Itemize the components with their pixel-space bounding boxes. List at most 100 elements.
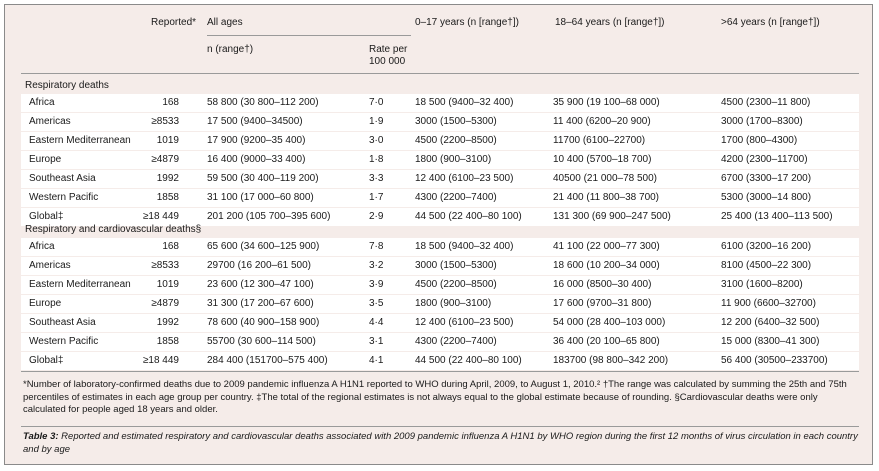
header-n-range: n (range†) <box>207 44 254 55</box>
region-name: Eastern Mediterranean <box>29 135 131 146</box>
caption-text: Reported and estimated respiratory and c… <box>23 431 858 455</box>
rate-value: 2·9 <box>369 211 384 222</box>
age-0-17-value: 4300 (2200–7400) <box>415 336 497 347</box>
table-row: Americas ≥8533 17 500 (9400–34500) 1·9 3… <box>21 113 859 132</box>
table-row: Americas ≥8533 29700 (16 200–61 500) 3·2… <box>21 257 859 276</box>
age-0-17-value: 18 500 (9400–32 400) <box>415 241 514 252</box>
age-0-17-value: 18 500 (9400–32 400) <box>415 97 514 108</box>
rate-value: 3·3 <box>369 173 384 184</box>
all-ages-value: 31 100 (17 000–60 800) <box>207 192 314 203</box>
rate-value: 3·2 <box>369 260 384 271</box>
header-age-over-64: >64 years (n [range†]) <box>721 17 820 28</box>
rate-value: 7·0 <box>369 97 384 108</box>
age-18-64-value: 21 400 (11 800–38 700) <box>553 192 660 203</box>
age-18-64-value: 17 600 (9700–31 800) <box>553 298 652 309</box>
all-ages-value: 55700 (30 600–114 500) <box>207 336 316 347</box>
age-18-64-value: 41 100 (22 000–77 300) <box>553 241 660 252</box>
all-ages-value: 78 600 (40 900–158 900) <box>207 317 320 328</box>
header-age-18-64: 18–64 years (n [range†]) <box>555 17 665 28</box>
rate-value: 4·4 <box>369 317 384 328</box>
age-0-17-value: 12 400 (6100–23 500) <box>415 317 514 328</box>
table-row: Global‡ ≥18 449 201 200 (105 700–395 600… <box>21 208 859 227</box>
age-over-64-value: 8100 (4500–22 300) <box>721 260 812 271</box>
age-over-64-value: 3000 (1700–8300) <box>721 116 803 127</box>
age-over-64-value: 6700 (3300–17 200) <box>721 173 812 184</box>
table-row: Europe ≥4879 16 400 (9000–33 400) 1·8 18… <box>21 151 859 170</box>
all-ages-value: 31 300 (17 200–67 600) <box>207 298 314 309</box>
age-18-64-value: 36 400 (20 100–65 800) <box>553 336 660 347</box>
header-all-ages: All ages <box>207 17 243 28</box>
age-0-17-value: 3000 (1500–5300) <box>415 260 497 271</box>
all-ages-value: 58 800 (30 800–112 200) <box>207 97 319 108</box>
table-frame: Reported* All ages n (range†) Rate per 1… <box>4 4 873 465</box>
reported-value: 1019 <box>156 279 179 290</box>
age-0-17-value: 1800 (900–3100) <box>415 154 492 165</box>
table-row: Africa 168 58 800 (30 800–112 200) 7·0 1… <box>21 94 859 113</box>
region-name: Europe <box>29 154 62 165</box>
age-over-64-value: 11 900 (6600–32700) <box>721 298 816 309</box>
age-18-64-value: 40500 (21 000–78 500) <box>553 173 657 184</box>
rate-value: 7·8 <box>369 241 384 252</box>
region-name: Americas <box>29 116 71 127</box>
reported-value: ≥8533 <box>151 260 179 271</box>
age-over-64-value: 15 000 (8300–41 300) <box>721 336 820 347</box>
region-name: Global‡ <box>29 211 64 222</box>
reported-value: 168 <box>162 97 179 108</box>
reported-value: ≥18 449 <box>142 355 179 366</box>
age-over-64-value: 3100 (1600–8200) <box>721 279 803 290</box>
table-row: Western Pacific 1858 31 100 (17 000–60 8… <box>21 189 859 208</box>
age-over-64-value: 56 400 (30500–233700) <box>721 355 828 366</box>
table-row: Europe ≥4879 31 300 (17 200–67 600) 3·5 … <box>21 295 859 314</box>
header-rate-line2: 100 000 <box>369 56 406 67</box>
age-18-64-value: 18 600 (10 200–34 000) <box>553 260 660 271</box>
region-name: Americas <box>29 260 71 271</box>
rate-value: 3·9 <box>369 279 384 290</box>
reported-value: 1858 <box>156 336 179 347</box>
age-18-64-value: 10 400 (5700–18 700) <box>553 154 652 165</box>
rate-value: 1·9 <box>369 116 384 127</box>
region-name: Africa <box>29 97 55 108</box>
all-ages-value: 65 600 (34 600–125 900) <box>207 241 320 252</box>
age-0-17-value: 4500 (2200–8500) <box>415 135 497 146</box>
caption-label: Table 3: <box>23 431 59 442</box>
table-row: Eastern Mediterranean 1019 23 600 (12 30… <box>21 276 859 295</box>
age-over-64-value: 5300 (3000–14 800) <box>721 192 812 203</box>
all-ages-value: 23 600 (12 300–47 100) <box>207 279 314 290</box>
region-name: Global‡ <box>29 355 64 366</box>
table-bottom-rule <box>21 371 859 372</box>
reported-value: 1858 <box>156 192 179 203</box>
header-reported: Reported* <box>151 17 197 28</box>
age-over-64-value: 6100 (3200–16 200) <box>721 241 812 252</box>
all-ages-value: 16 400 (9000–33 400) <box>207 154 306 165</box>
caption-rule <box>21 426 859 427</box>
age-over-64-value: 25 400 (13 400–113 500) <box>721 211 833 222</box>
region-name: Southeast Asia <box>29 173 96 184</box>
rate-value: 3·5 <box>369 298 384 309</box>
table-caption: Table 3: Reported and estimated respirat… <box>23 431 859 456</box>
section-respiratory: Africa 168 58 800 (30 800–112 200) 7·0 1… <box>21 94 859 227</box>
region-name: Southeast Asia <box>29 317 96 328</box>
age-over-64-value: 4200 (2300–11700) <box>721 154 808 165</box>
rate-value: 4·1 <box>369 355 384 366</box>
age-over-64-value: 12 200 (6400–32 500) <box>721 317 820 328</box>
header-bottom-rule <box>21 73 859 74</box>
header-rate-line1: Rate per <box>369 44 408 55</box>
age-0-17-value: 4300 (2200–7400) <box>415 192 497 203</box>
section-title-respiratory: Respiratory deaths <box>25 80 109 91</box>
age-18-64-value: 35 900 (19 100–68 000) <box>553 97 660 108</box>
table-row: Global‡ ≥18 449 284 400 (151700–575 400)… <box>21 352 859 371</box>
table-row: Western Pacific 1858 55700 (30 600–114 5… <box>21 333 859 352</box>
age-18-64-value: 16 000 (8500–30 400) <box>553 279 652 290</box>
region-name: Africa <box>29 241 55 252</box>
age-over-64-value: 1700 (800–4300) <box>721 135 798 146</box>
rate-value: 3·1 <box>369 336 384 347</box>
age-0-17-value: 12 400 (6100–23 500) <box>415 173 514 184</box>
all-ages-value: 201 200 (105 700–395 600) <box>207 211 331 222</box>
age-18-64-value: 131 300 (69 900–247 500) <box>553 211 671 222</box>
all-ages-value: 59 500 (30 400–119 200) <box>207 173 319 184</box>
age-18-64-value: 11 400 (6200–20 900) <box>553 116 651 127</box>
table-row: Southeast Asia 1992 59 500 (30 400–119 2… <box>21 170 859 189</box>
region-name: Eastern Mediterranean <box>29 279 131 290</box>
age-0-17-value: 44 500 (22 400–80 100) <box>415 211 522 222</box>
all-ages-value: 17 500 (9400–34500) <box>207 116 303 127</box>
